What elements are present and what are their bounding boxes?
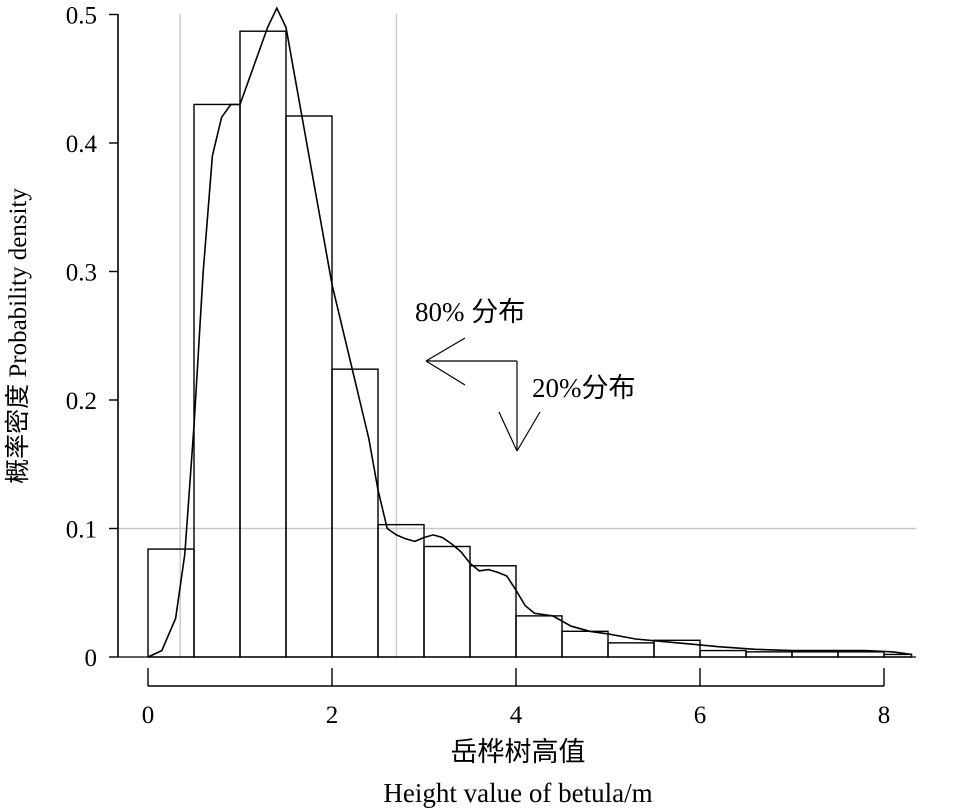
y-tick-label-3: 0.3 [66,260,97,287]
x-axis-label-en: Height value of betula/m [383,778,652,808]
histogram-bar-0 [147,548,195,658]
histogram-bar-8 [515,615,563,658]
histogram-bar-5 [377,523,425,658]
histogram-bar-1 [193,103,241,658]
histogram-bars [147,30,913,658]
x-tick-label-1: 2 [326,702,339,729]
annotation-80-label: 80% 分布 [415,297,525,327]
annotation-80-arrow [425,337,517,386]
annotation-20-percent: 20%分布 [498,361,636,452]
histogram-bar-10 [607,642,655,658]
histogram-bar-3 [285,115,333,658]
reference-lines [118,14,916,657]
x-axis-label-cn: 岳桦树高值 [451,737,586,767]
histogram-bar-6 [423,545,471,658]
histogram-bar-13 [745,651,793,658]
axes [117,14,916,687]
y-tick-label-5: 0.5 [66,3,97,30]
histogram-bar-9 [561,630,609,658]
histogram-bar-15 [837,651,885,658]
density-curve [147,6,912,658]
histogram-bar-2 [239,30,287,658]
axis-ticks: 0 0.1 0.2 0.3 0.4 0.5 0 2 4 6 8 [66,3,891,730]
y-tick-label-0: 0 [85,645,98,672]
x-tick-label-2: 4 [510,702,523,729]
histogram-bar-4 [331,368,379,658]
y-tick-label-2: 0.2 [66,388,97,415]
x-tick-label-4: 8 [878,702,891,729]
x-tick-label-0: 0 [142,702,155,729]
y-axis-label: 概率密度 Probability density [4,188,32,484]
annotation-20-label: 20%分布 [532,373,636,403]
annotation-80-percent: 80% 分布 [415,297,525,386]
y-tick-label-1: 0.1 [66,517,97,544]
x-tick-label-3: 6 [694,702,707,729]
y-tick-label-4: 0.4 [66,131,98,158]
histogram-bar-12 [699,649,747,658]
annotation-20-arrow [498,361,541,452]
histogram-bar-14 [791,651,839,658]
